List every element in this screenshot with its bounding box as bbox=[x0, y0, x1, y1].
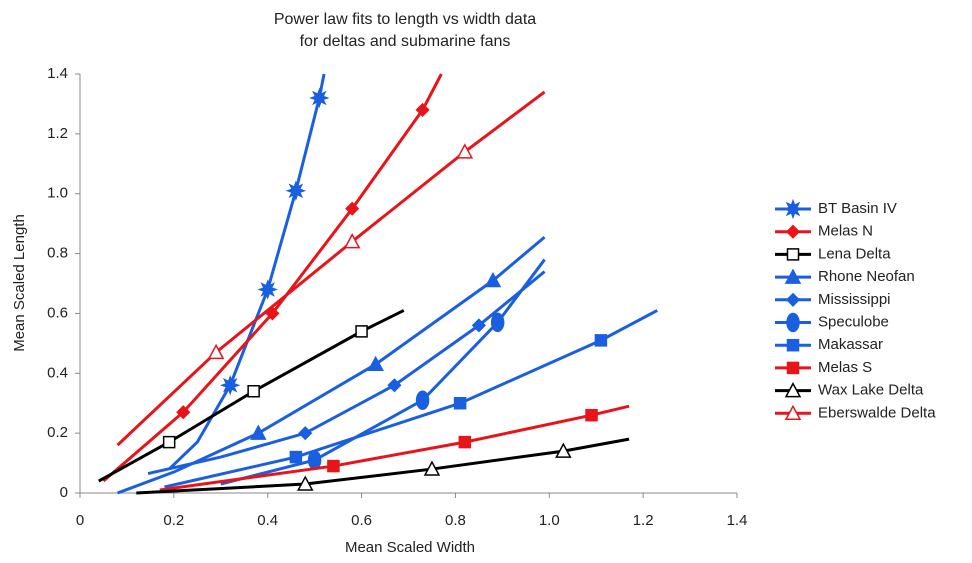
y-tick-label: 1.4 bbox=[47, 65, 68, 82]
marker bbox=[327, 459, 340, 473]
marker bbox=[289, 450, 303, 464]
marker bbox=[257, 279, 278, 300]
x-tick-label: 1.2 bbox=[633, 512, 654, 529]
marker bbox=[176, 405, 191, 420]
y-tick-label: 1.0 bbox=[47, 185, 68, 202]
legend-label: Mississippi bbox=[818, 291, 891, 308]
chart-title: Power law fits to length vs width data bbox=[274, 11, 536, 28]
legend-label: Melas S bbox=[818, 359, 872, 376]
y-tick-label: 0 bbox=[60, 484, 68, 501]
marker bbox=[594, 334, 608, 347]
fit-line bbox=[147, 270, 546, 476]
marker bbox=[162, 435, 176, 449]
marker bbox=[219, 375, 241, 396]
marker bbox=[367, 355, 384, 372]
marker bbox=[456, 143, 474, 159]
marker bbox=[415, 102, 430, 117]
x-tick-label: 0.6 bbox=[351, 512, 372, 529]
legend-label: Makassar bbox=[818, 336, 883, 353]
legend-label: Wax Lake Delta bbox=[818, 382, 924, 399]
marker bbox=[785, 292, 801, 307]
marker bbox=[247, 384, 260, 398]
fit-line bbox=[136, 437, 630, 495]
marker bbox=[786, 248, 800, 261]
marker bbox=[458, 435, 472, 449]
legend-label: Eberswalde Delta bbox=[818, 404, 936, 421]
legend-label: Rhone Neofan bbox=[818, 268, 915, 285]
marker bbox=[784, 268, 802, 284]
y-tick-label: 0.4 bbox=[47, 364, 68, 381]
marker bbox=[490, 312, 505, 333]
chart-title: for deltas and submarine fans bbox=[300, 33, 511, 50]
fit-line bbox=[102, 73, 443, 483]
marker bbox=[298, 426, 313, 441]
marker bbox=[786, 361, 800, 375]
marker bbox=[786, 312, 800, 333]
marker bbox=[309, 87, 330, 109]
legend-label: BT Basin IV bbox=[818, 200, 897, 217]
marker bbox=[786, 338, 800, 352]
x-axis-label: Mean Scaled Width bbox=[345, 539, 475, 556]
x-tick-label: 0 bbox=[76, 512, 84, 529]
y-tick-label: 0.2 bbox=[47, 424, 68, 441]
x-tick-label: 1.0 bbox=[539, 512, 560, 529]
x-tick-label: 0.4 bbox=[257, 512, 278, 529]
x-tick-label: 0.2 bbox=[163, 512, 184, 529]
marker bbox=[555, 442, 572, 458]
marker bbox=[471, 318, 486, 333]
legend-label: Lena Delta bbox=[818, 245, 891, 262]
y-axis-label: Mean Scaled Length bbox=[11, 214, 28, 352]
marker bbox=[784, 382, 802, 398]
marker bbox=[785, 224, 801, 239]
y-tick-label: 0.8 bbox=[47, 245, 68, 262]
marker bbox=[250, 424, 267, 440]
fit-line bbox=[117, 235, 546, 495]
marker bbox=[423, 460, 441, 476]
marker bbox=[285, 180, 307, 201]
legend-label: Speculobe bbox=[818, 313, 889, 330]
marker bbox=[343, 233, 361, 249]
x-tick-label: 0.8 bbox=[445, 512, 466, 529]
x-tick-label: 1.4 bbox=[727, 512, 748, 529]
marker bbox=[345, 201, 360, 216]
marker bbox=[207, 343, 225, 360]
marker bbox=[297, 475, 314, 491]
y-tick-label: 0.6 bbox=[47, 304, 68, 321]
marker bbox=[484, 271, 502, 288]
marker bbox=[784, 404, 802, 421]
marker bbox=[415, 390, 430, 410]
marker bbox=[585, 408, 598, 422]
legend-label: Melas N bbox=[818, 223, 873, 240]
marker bbox=[782, 198, 804, 220]
marker bbox=[355, 325, 368, 338]
y-tick-label: 1.2 bbox=[47, 125, 68, 142]
fit-line bbox=[159, 404, 630, 492]
marker bbox=[453, 396, 467, 410]
marker bbox=[387, 378, 402, 393]
